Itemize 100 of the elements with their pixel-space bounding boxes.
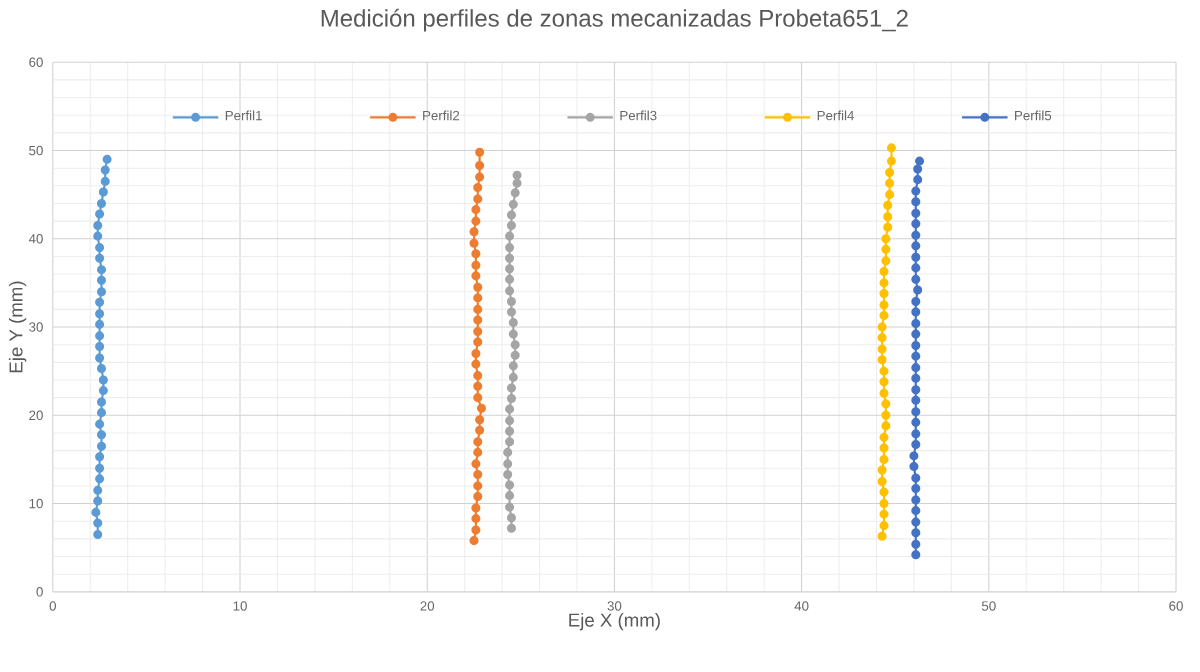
point (915, 156, 925, 166)
point (471, 359, 481, 369)
point (471, 205, 481, 215)
point (469, 238, 479, 248)
point (505, 480, 515, 490)
point (471, 249, 481, 259)
point (911, 197, 921, 207)
point (885, 168, 895, 178)
point (879, 300, 889, 310)
point (95, 353, 105, 363)
point (911, 395, 921, 405)
point (95, 452, 105, 462)
point (95, 474, 105, 484)
point (877, 322, 887, 332)
point (913, 164, 923, 174)
point (909, 462, 919, 472)
point (473, 447, 483, 457)
point (93, 485, 103, 495)
point (96, 397, 107, 407)
point (473, 315, 483, 325)
point (505, 416, 515, 426)
point (911, 186, 921, 196)
point (510, 350, 520, 360)
point (95, 253, 105, 263)
point (505, 274, 515, 284)
point (505, 437, 515, 447)
point (911, 495, 921, 505)
point (881, 421, 891, 431)
point (508, 372, 518, 382)
point (911, 550, 921, 560)
point (506, 394, 516, 404)
point (95, 209, 105, 219)
point (95, 243, 105, 253)
point (879, 432, 889, 442)
point (911, 319, 921, 329)
point (879, 266, 889, 277)
point (911, 341, 921, 351)
point (911, 429, 921, 439)
point (911, 230, 921, 240)
point (471, 349, 481, 359)
point (473, 183, 483, 193)
point (93, 518, 103, 528)
point (95, 419, 105, 429)
x-axis-title: Eje X (mm) (569, 613, 660, 631)
point (95, 463, 105, 473)
point (506, 307, 516, 317)
point (911, 274, 921, 284)
point (911, 517, 921, 527)
point (883, 212, 893, 222)
point (96, 408, 107, 418)
point (911, 417, 921, 427)
y-axis-title: Eje Y (mm) (8, 281, 27, 373)
point (881, 244, 891, 254)
point (473, 194, 483, 204)
point (93, 530, 103, 540)
point (879, 289, 889, 299)
point (505, 231, 515, 241)
point (98, 375, 108, 385)
point (506, 383, 516, 393)
point (95, 297, 105, 307)
point (503, 470, 513, 480)
point (881, 399, 891, 409)
point (911, 407, 921, 417)
point (100, 176, 110, 187)
point (473, 437, 483, 447)
point (505, 491, 515, 501)
point (879, 377, 889, 387)
point (508, 199, 518, 209)
point (471, 525, 481, 535)
point (471, 260, 481, 270)
point (475, 425, 485, 435)
point (911, 484, 921, 494)
point (877, 344, 887, 354)
point (510, 188, 520, 198)
point (512, 170, 522, 180)
point (476, 403, 487, 413)
point (503, 447, 513, 457)
point (911, 307, 921, 317)
point (96, 441, 107, 451)
point (473, 337, 483, 347)
point (471, 271, 481, 281)
point (505, 502, 515, 512)
point (96, 287, 107, 297)
point (471, 503, 481, 513)
point (911, 297, 921, 307)
point (469, 536, 479, 546)
point (506, 523, 516, 533)
point (877, 355, 887, 365)
point (879, 278, 889, 288)
point (473, 470, 483, 480)
point (881, 410, 891, 420)
point (886, 156, 896, 166)
point (913, 175, 923, 185)
point (883, 222, 893, 232)
point (911, 219, 921, 229)
point (473, 481, 483, 491)
point (102, 154, 112, 164)
point (503, 459, 513, 469)
point (879, 521, 889, 531)
point (473, 492, 483, 502)
